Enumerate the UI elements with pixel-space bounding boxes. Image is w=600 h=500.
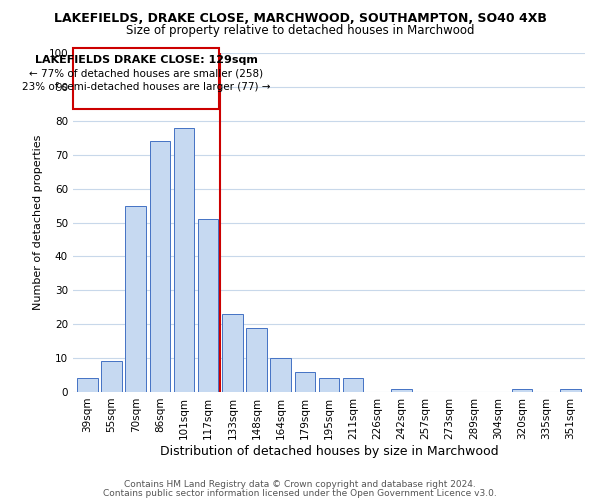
Bar xyxy=(343,378,364,392)
Bar xyxy=(73,48,219,109)
Text: ← 77% of detached houses are smaller (258): ← 77% of detached houses are smaller (25… xyxy=(29,68,263,78)
Bar xyxy=(125,206,146,392)
Text: Contains HM Land Registry data © Crown copyright and database right 2024.: Contains HM Land Registry data © Crown c… xyxy=(124,480,476,489)
Bar xyxy=(198,219,218,392)
Bar xyxy=(246,328,267,392)
Text: LAKEFIELDS, DRAKE CLOSE, MARCHWOOD, SOUTHAMPTON, SO40 4XB: LAKEFIELDS, DRAKE CLOSE, MARCHWOOD, SOUT… xyxy=(53,12,547,26)
Text: Contains public sector information licensed under the Open Government Licence v3: Contains public sector information licen… xyxy=(103,489,497,498)
Bar xyxy=(271,358,291,392)
Text: 23% of semi-detached houses are larger (77) →: 23% of semi-detached houses are larger (… xyxy=(22,82,270,92)
Bar xyxy=(512,388,532,392)
Y-axis label: Number of detached properties: Number of detached properties xyxy=(33,135,43,310)
Bar xyxy=(560,388,581,392)
Text: LAKEFIELDS DRAKE CLOSE: 129sqm: LAKEFIELDS DRAKE CLOSE: 129sqm xyxy=(35,55,257,65)
Bar xyxy=(77,378,98,392)
X-axis label: Distribution of detached houses by size in Marchwood: Distribution of detached houses by size … xyxy=(160,444,498,458)
Bar xyxy=(222,314,242,392)
Bar xyxy=(149,142,170,392)
Bar xyxy=(319,378,339,392)
Bar xyxy=(295,372,315,392)
Bar xyxy=(391,388,412,392)
Bar xyxy=(101,362,122,392)
Text: Size of property relative to detached houses in Marchwood: Size of property relative to detached ho… xyxy=(126,24,474,37)
Bar xyxy=(174,128,194,392)
